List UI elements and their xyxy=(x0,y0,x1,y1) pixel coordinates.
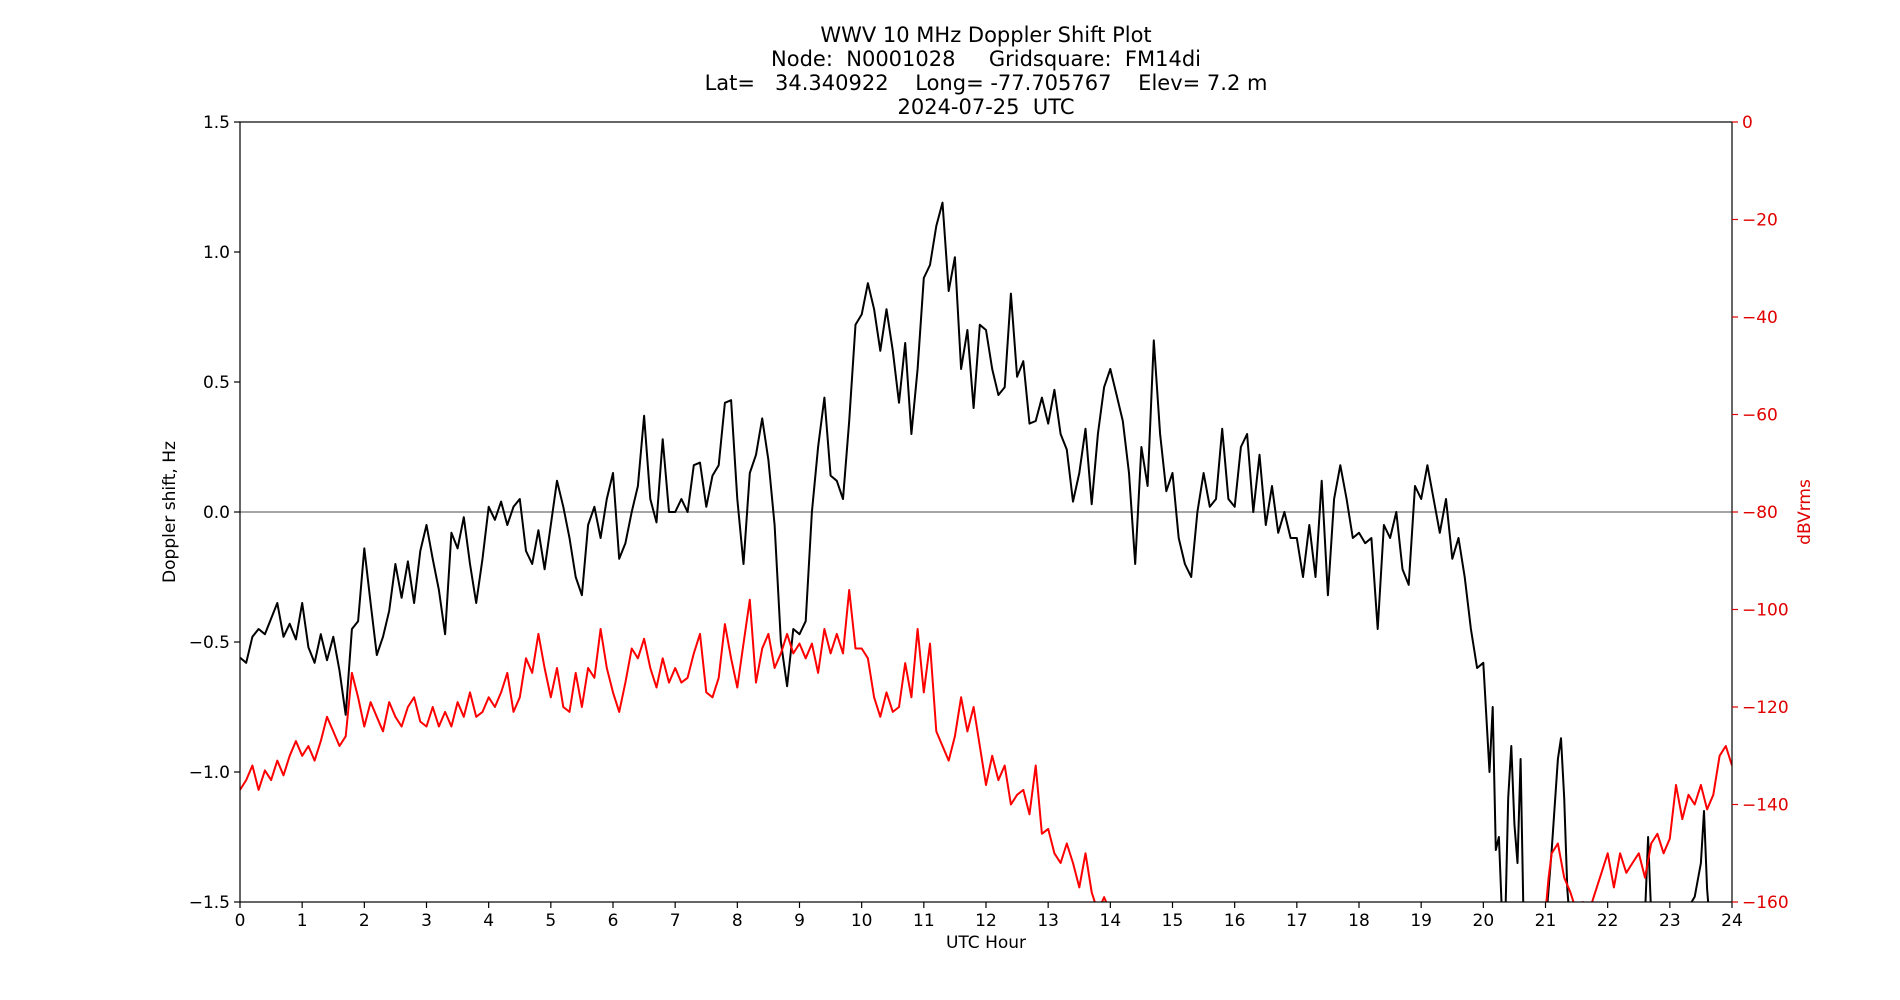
x-tick-label: 7 xyxy=(670,911,681,931)
title-line-4: 2024-07-25 UTC xyxy=(897,95,1074,119)
y-left-tick-label: −0.5 xyxy=(189,633,230,653)
x-tick-label: 24 xyxy=(1721,911,1743,931)
y-right-tick-label: −80 xyxy=(1742,503,1778,523)
x-tick-label: 11 xyxy=(913,911,935,931)
x-tick-label: 20 xyxy=(1473,911,1495,931)
doppler-shift-series-line xyxy=(240,201,1710,902)
x-axis: 0 1 2 3 4 5 6 7 8 9 10 11 12 13 14 15 16 17 18 19 20 21 22 23 24 xyxy=(235,902,1743,931)
series-layer xyxy=(240,201,1732,902)
y-axis-right-label: dBVrms xyxy=(1795,479,1815,545)
y-left-tick-label: −1.0 xyxy=(189,763,230,783)
x-tick-label: 15 xyxy=(1162,911,1184,931)
title-line-2: Node: N0001028 Gridsquare: FM14di xyxy=(771,47,1201,71)
y-right-tick-label: −40 xyxy=(1742,308,1778,328)
x-tick-label: 21 xyxy=(1535,911,1557,931)
y-right-tick-label: −120 xyxy=(1742,698,1789,718)
y-axis-left-label: Doppler shift, Hz xyxy=(160,441,180,583)
x-tick-label: 16 xyxy=(1224,911,1246,931)
y-right-tick-label: 0 xyxy=(1742,113,1753,133)
x-tick-label: 12 xyxy=(975,911,997,931)
chart-title: WWV 10 MHz Doppler Shift Plot Node: N000… xyxy=(705,23,1268,119)
plot-area xyxy=(239,121,1733,903)
x-tick-label: 3 xyxy=(421,911,432,931)
x-tick-label: 9 xyxy=(794,911,805,931)
y-right-tick-label: −160 xyxy=(1742,893,1789,913)
y-right-tick-label: −20 xyxy=(1742,211,1778,231)
y-right-tick-label: −140 xyxy=(1742,796,1789,816)
y-left-tick-label: 0.0 xyxy=(203,503,230,523)
x-tick-label: 6 xyxy=(608,911,619,931)
y-left-tick-label: 0.5 xyxy=(203,373,230,393)
x-tick-label: 19 xyxy=(1410,911,1432,931)
y-left-tick-label: −1.5 xyxy=(189,893,230,913)
y-left-tick-label: 1.5 xyxy=(203,113,230,133)
y-left-tick-label: 1.0 xyxy=(203,243,230,263)
title-line-1: WWV 10 MHz Doppler Shift Plot xyxy=(820,23,1151,47)
x-tick-label: 2 xyxy=(359,911,370,931)
x-tick-label: 1 xyxy=(297,911,308,931)
x-tick-label: 13 xyxy=(1037,911,1059,931)
x-tick-label: 4 xyxy=(483,911,494,931)
x-axis-label: UTC Hour xyxy=(946,933,1026,953)
x-tick-label: 8 xyxy=(732,911,743,931)
x-tick-label: 14 xyxy=(1100,911,1122,931)
x-tick-label: 18 xyxy=(1348,911,1370,931)
x-tick-label: 22 xyxy=(1597,911,1619,931)
y-axis-right: −160 −140 −120 −100 −80 −60 −40 −20 0 xyxy=(1732,113,1789,913)
x-tick-label: 23 xyxy=(1659,911,1681,931)
x-tick-label: 10 xyxy=(851,911,873,931)
x-tick-label: 5 xyxy=(545,911,556,931)
y-axis-left: −1.5 −1.0 −0.5 0.0 0.5 1.0 1.5 xyxy=(189,113,240,913)
x-tick-label: 0 xyxy=(235,911,246,931)
y-right-tick-label: −60 xyxy=(1742,406,1778,426)
title-line-3: Lat= 34.340922 Long= -77.705767 Elev= 7.… xyxy=(705,71,1268,95)
signal-level-series-line xyxy=(240,589,1732,902)
x-tick-label: 17 xyxy=(1286,911,1308,931)
y-right-tick-label: −100 xyxy=(1742,601,1789,621)
